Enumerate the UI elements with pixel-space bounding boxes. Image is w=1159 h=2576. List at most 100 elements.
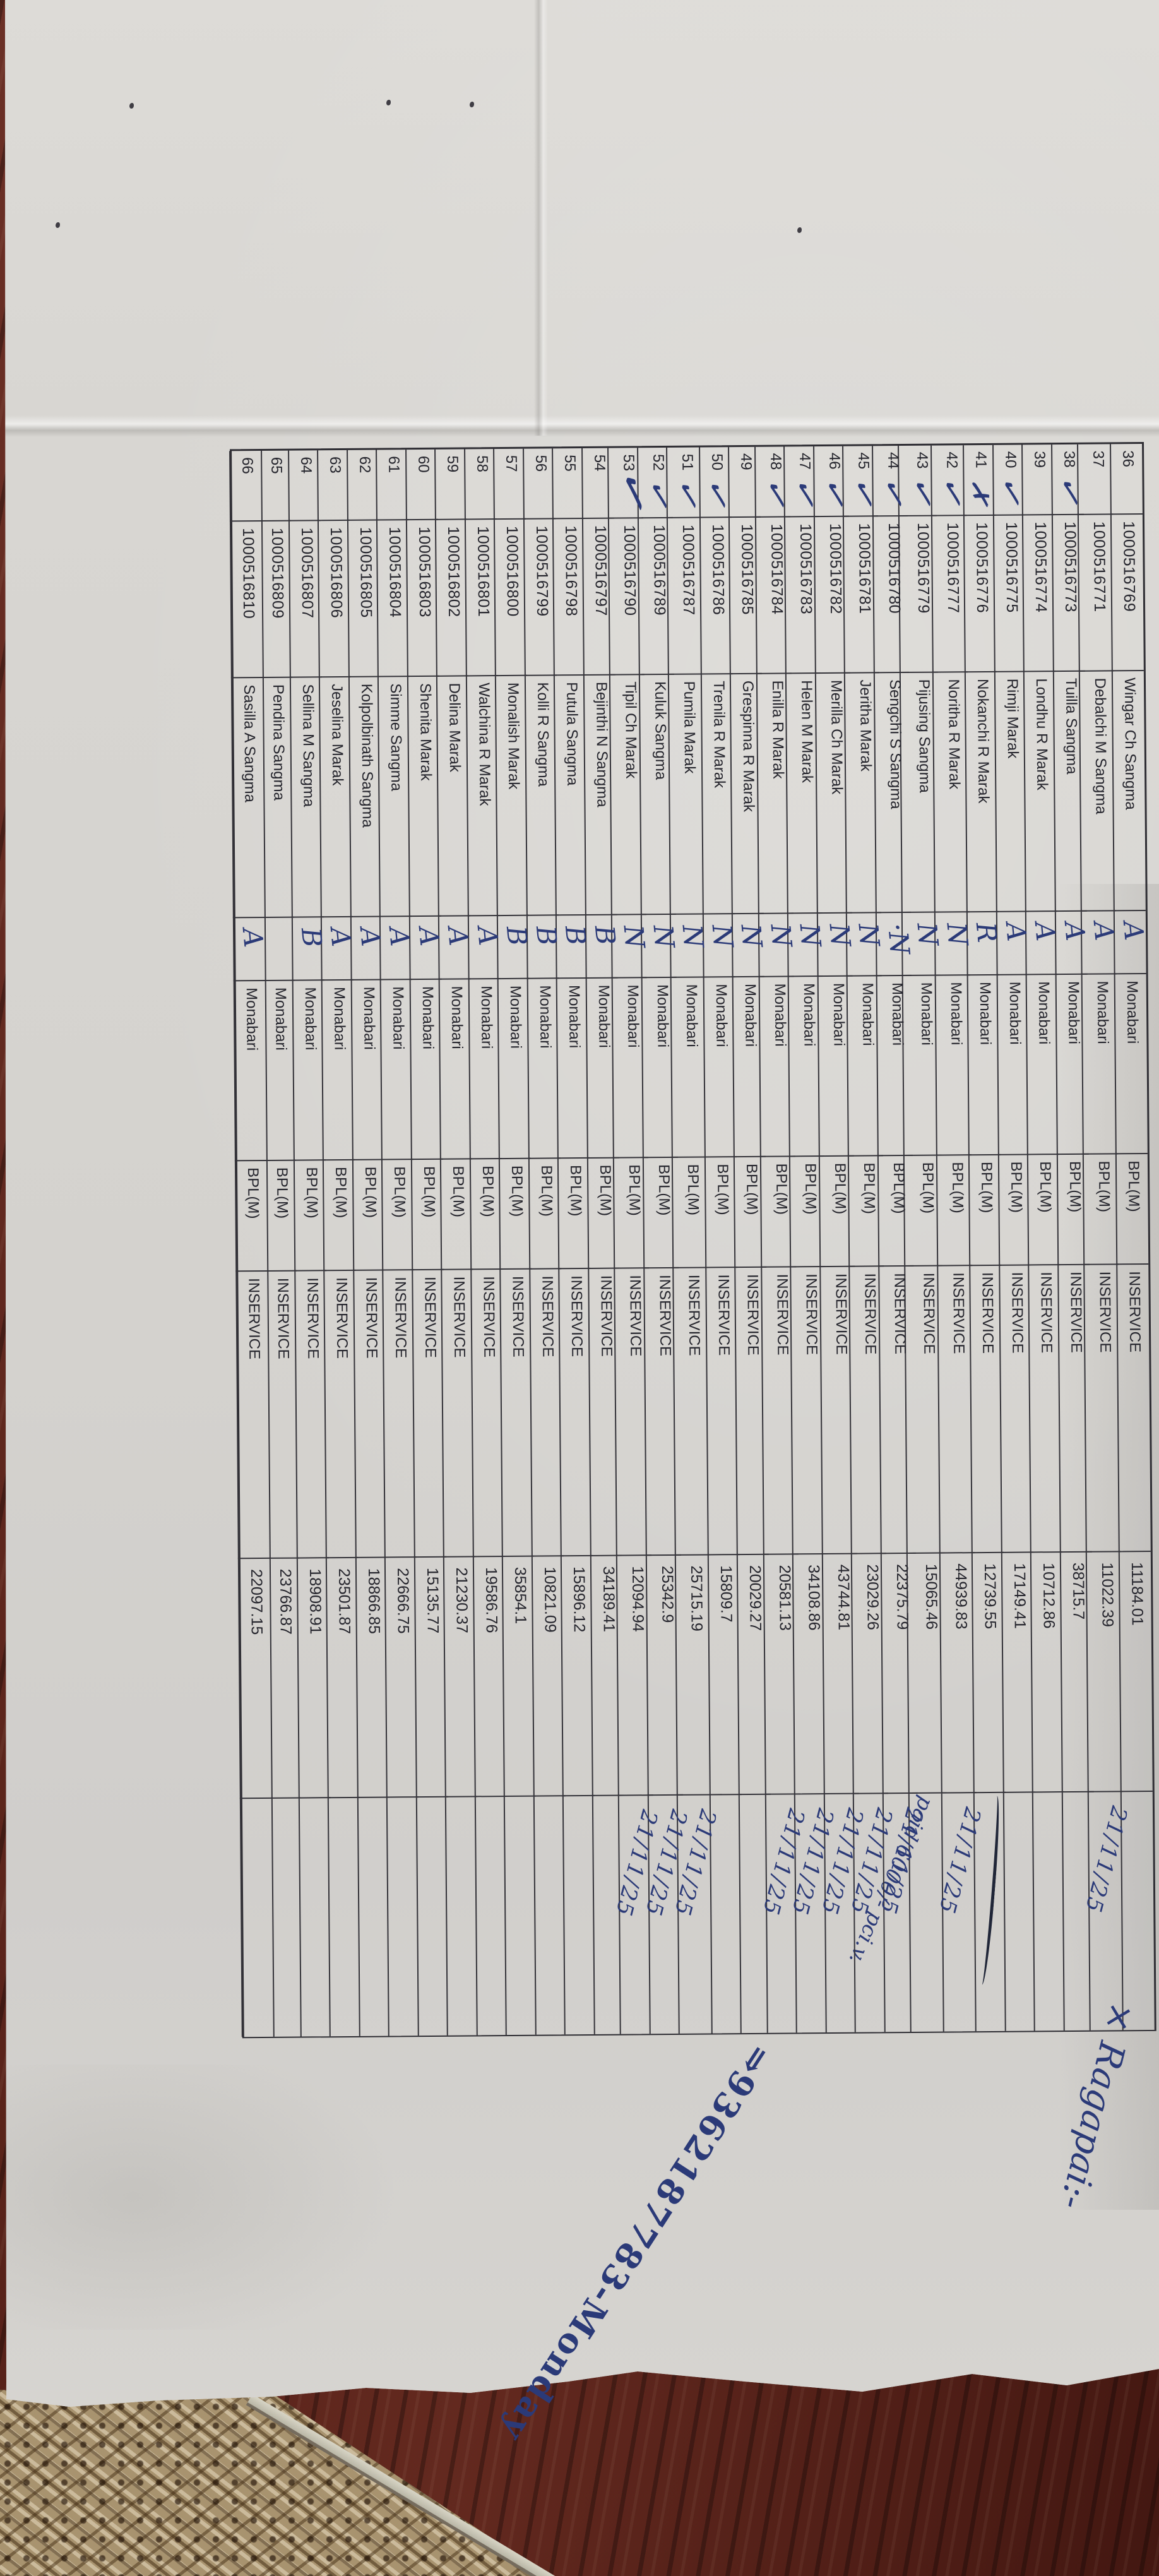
handwritten-letter: A [442, 925, 475, 948]
check-mark: ✓ [1049, 472, 1092, 508]
cell-sl: 61 [376, 450, 409, 521]
cell-scheme: BPL(M) [1056, 1154, 1090, 1266]
cell-status: INSERVICE [734, 1267, 770, 1556]
cell-sl: 64 [288, 450, 321, 522]
cell-category-letter [264, 917, 295, 981]
paper-sheet [5, 0, 1159, 2407]
cell-status: INSERVICE [441, 1270, 476, 1558]
cell-note [1061, 1792, 1096, 2031]
handwritten-letter: A [1058, 920, 1091, 943]
cell-employee-id: 1000516785 [728, 517, 763, 675]
cell-name: Sasilla A Sangma [230, 677, 265, 919]
cell-amount: 34189.41 [590, 1556, 624, 1796]
cell-name: Kolpolbinath Sangma [348, 677, 383, 917]
cell-status: INSERVICE [235, 1271, 270, 1559]
cell-status: INSERVICE [1116, 1264, 1151, 1553]
cell-note [474, 1796, 509, 2036]
cell-sl: 62 [347, 450, 379, 521]
cell-scheme: BPL(M) [293, 1160, 327, 1272]
cell-name: Nokanchi R Marak [965, 672, 999, 913]
cell-note [415, 1797, 450, 2036]
handwritten-letter: N [764, 922, 798, 949]
cell-amount: 22666.75 [384, 1558, 419, 1798]
cell-status: INSERVICE [412, 1270, 446, 1558]
cell-sl: 65 [261, 450, 292, 522]
cell-center: Monabari [703, 977, 737, 1158]
cell-name: Simme Sangma [377, 677, 412, 917]
cell-scheme: BPL(M) [323, 1160, 356, 1272]
cell-category-letter: A [232, 917, 270, 982]
cell-name: Wingar Ch Sangma [1111, 671, 1146, 912]
cell-status: INSERVICE [470, 1270, 505, 1558]
cell-name: Grespinna R Marak [730, 674, 764, 915]
handwritten-letter: B [588, 924, 622, 946]
cell-center: Monabari [1055, 974, 1089, 1155]
cell-status: INSERVICE [382, 1270, 417, 1558]
cell-amount: 10821.09 [531, 1556, 566, 1797]
cell-sl: 58 [464, 449, 497, 520]
cell-amount: 21230.37 [443, 1557, 478, 1798]
handwritten-letter: N [647, 923, 681, 950]
cell-center: Monabari [996, 975, 1030, 1155]
cell-sl: 38 ✓ [1049, 444, 1092, 516]
handwritten-letter: N [617, 924, 651, 950]
cell-scheme: BPL(M) [704, 1157, 738, 1268]
cell-employee-id: 1000516801 [464, 520, 498, 677]
ink-speck [470, 102, 474, 107]
cell-scheme: BPL(M) [1115, 1154, 1149, 1265]
handwritten-letter: N [735, 922, 769, 949]
cell-note [386, 1798, 421, 2036]
cell-employee-id: 1000516774 [1022, 515, 1056, 672]
cell-amount: 18866.85 [355, 1558, 389, 1798]
handwritten-letter: A [236, 926, 270, 949]
cell-center: Monabari [380, 980, 414, 1160]
cell-sl: 56 [523, 448, 556, 520]
cell-amount: 23766.87 [270, 1558, 302, 1799]
cell-amount: 18908.91 [296, 1558, 331, 1799]
handwritten-letter: N [941, 921, 974, 948]
cell-amount: 15135.77 [413, 1557, 448, 1798]
cell-status: INSERVICE [1028, 1265, 1063, 1553]
cell-amount: 38715.7 [1059, 1552, 1094, 1793]
cell-center: Monabari [292, 981, 326, 1161]
handwritten-letter: B [501, 924, 533, 947]
cell-employee-id: 1000516807 [288, 521, 322, 678]
handwritten-letter: A [1117, 919, 1150, 942]
handwritten-letter: A [383, 925, 416, 948]
cell-note [562, 1796, 597, 2035]
cell-employee-id: 1000516803 [405, 520, 439, 677]
cell-amount: 15809.7 [707, 1555, 742, 1796]
ink-speck [386, 100, 391, 105]
handwritten-letter: A [1088, 920, 1120, 943]
cell-name: Rimji Marak [994, 672, 1028, 912]
cell-employee-id: 1000516804 [376, 520, 410, 677]
handwritten-letter: A [354, 926, 387, 948]
check-mark: ✓ [990, 472, 1033, 508]
cell-employee-id: 1000516786 [699, 518, 733, 675]
cell-note [1002, 1792, 1037, 2031]
handwritten-letter: N [852, 922, 886, 948]
cell-employee-id: 1000516769 [1110, 515, 1144, 672]
cell-scheme: BPL(M) [528, 1159, 562, 1270]
cell-category-letter: B [291, 917, 328, 981]
cell-scheme: BPL(M) [557, 1158, 591, 1270]
cell-name: Walchina R Marak [465, 676, 500, 917]
handwritten-letter: A [1029, 920, 1062, 943]
cell-name: Tuilla Sangma [1052, 671, 1087, 912]
cell-center: Monabari [409, 979, 443, 1160]
cell-amount: 17149.41 [1001, 1553, 1035, 1793]
handwritten-letter: N [676, 923, 710, 950]
cell-status: INSERVICE [353, 1270, 388, 1558]
cell-employee-id: 1000516797 [581, 518, 615, 676]
cell-amount: 35854.1 [502, 1556, 537, 1798]
cell-employee-id: 1000516806 [318, 520, 352, 678]
cell-employee-id: 1000516799 [523, 519, 557, 676]
attendance-table: 36 1000516769 Wingar Ch Sangma A Monabari BPL… [229, 442, 1156, 2039]
cell-center: Monabari [497, 979, 532, 1160]
cell-status: INSERVICE [558, 1268, 593, 1557]
cell-sl: 60 [405, 449, 438, 521]
cell-amount: 22097.15 [237, 1558, 272, 1799]
paper-crease-bottom [5, 2065, 442, 2330]
cell-employee-id: 1000516798 [552, 518, 586, 676]
cell-amount: 11184.01 [1118, 1551, 1153, 1792]
